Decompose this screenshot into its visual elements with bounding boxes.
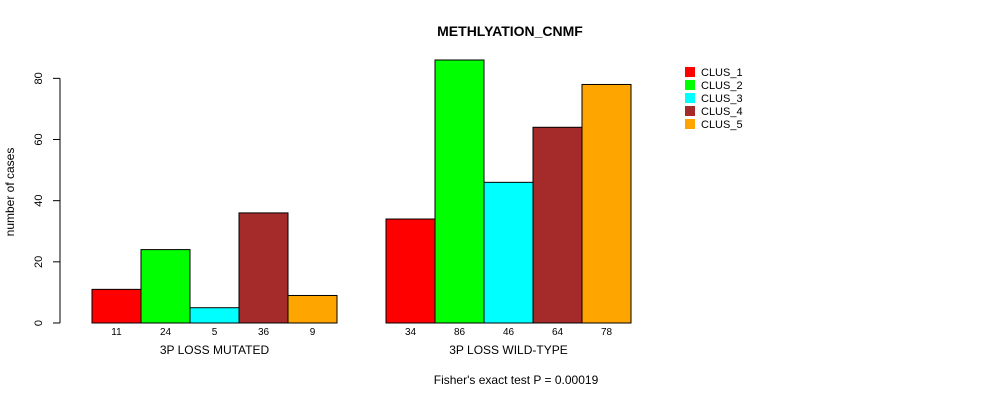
legend-label: CLUS_3 (701, 93, 743, 105)
bar-value-label: 5 (212, 327, 218, 338)
bar-clus-5-group-1 (287, 294, 338, 324)
group-label: 3P LOSS WILD-TYPE (449, 343, 567, 357)
value-labels: 11 24 5 36 9 34 86 46 64 78 (111, 327, 612, 338)
y-axis-label: number of cases (3, 148, 17, 237)
bar-value-label: 9 (310, 327, 316, 338)
legend-swatch (685, 93, 695, 103)
group-label: 3P LOSS MUTATED (160, 343, 270, 357)
y-axis: 0 20 40 60 80 (33, 72, 61, 326)
bar-clus-2-group-1 (140, 249, 191, 324)
y-tick-label: 60 (33, 133, 45, 145)
bar-clus-2-group-2 (434, 59, 485, 324)
bar-value-label: 24 (160, 327, 172, 338)
bar-value-label: 46 (503, 327, 515, 338)
group-labels: 3P LOSS MUTATED 3P LOSS WILD-TYPE (160, 343, 568, 357)
footnote: Fisher's exact test P = 0.00019 (434, 373, 599, 387)
bar-clus-3-group-2 (483, 181, 534, 324)
legend-label: CLUS_2 (701, 80, 743, 92)
legend-swatch (685, 67, 695, 77)
bar-clus-1-group-2 (385, 218, 436, 324)
bars (91, 59, 632, 324)
bar-clus-1-group-1 (91, 288, 142, 324)
legend-label: CLUS_4 (701, 106, 743, 118)
y-tick-label: 0 (33, 320, 45, 326)
bar-value-label: 34 (405, 327, 417, 338)
bar-value-label: 78 (601, 327, 613, 338)
legend-swatch (685, 119, 695, 129)
legend-label: CLUS_5 (701, 119, 743, 131)
bar-clus-5-group-2 (581, 83, 632, 324)
legend-swatch (685, 106, 695, 116)
bar-value-label: 86 (454, 327, 466, 338)
bar-clus-3-group-1 (189, 307, 240, 324)
y-tick-label: 80 (33, 72, 45, 84)
y-tick-label: 20 (33, 256, 45, 268)
bar-clus-4-group-1 (238, 212, 289, 324)
legend-label: CLUS_1 (701, 67, 743, 79)
y-tick-label: 40 (33, 195, 45, 207)
bar-value-label: 36 (258, 327, 270, 338)
bar-value-label: 64 (552, 327, 564, 338)
legend-swatch (685, 80, 695, 90)
chart-title: METHLYATION_CNMF (437, 23, 583, 39)
bar-value-label: 11 (111, 327, 122, 338)
bar-clus-4-group-2 (532, 126, 583, 324)
